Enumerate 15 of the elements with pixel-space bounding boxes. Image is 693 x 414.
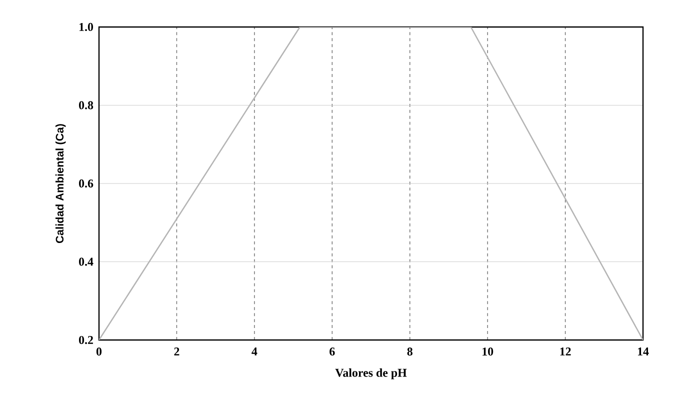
x-tick-label: 0 (96, 348, 102, 356)
x-tick-label: 10 (482, 348, 494, 356)
x-tick-label: 8 (407, 348, 412, 356)
x-tick-label: 6 (330, 348, 335, 356)
x-tick-label: 14 (638, 348, 649, 356)
y-axis-title: Calidad Ambiental (Ca) (55, 124, 66, 244)
y-tick-label: 0.4 (78, 258, 94, 266)
y-tick-label: 1.0 (79, 22, 94, 32)
x-tick-label: 12 (560, 348, 571, 356)
y-tick-label: 0.2 (78, 336, 93, 344)
x-tick-label: 4 (252, 348, 258, 356)
x-tick-label: 2 (174, 348, 180, 356)
x-axis-title: Valores de pH (335, 368, 407, 380)
y-tick-label: 0.8 (78, 101, 94, 110)
y-tick-label: 0.6 (78, 179, 94, 188)
